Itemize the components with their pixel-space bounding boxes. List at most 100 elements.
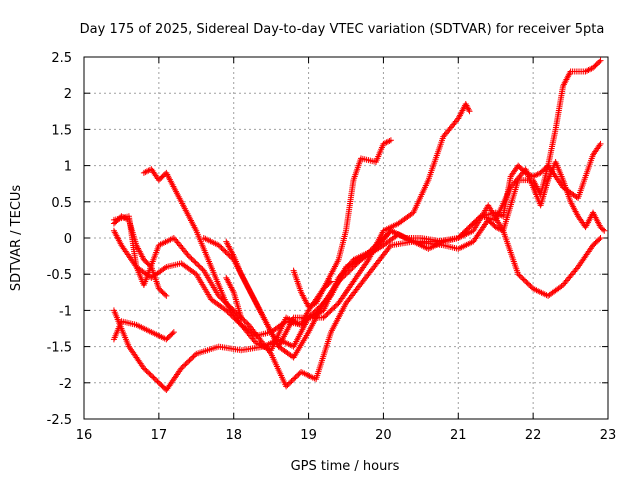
data-point (324, 310, 331, 317)
data-point (305, 303, 312, 310)
data-point (331, 304, 338, 311)
data-point (328, 306, 335, 313)
data-point (144, 369, 151, 376)
data-point (191, 352, 198, 359)
data-point (460, 229, 467, 236)
data-point (531, 172, 538, 179)
data-point (223, 307, 230, 314)
data-point (244, 320, 251, 327)
x-tick-label: 19 (300, 428, 317, 443)
data-point (140, 169, 147, 176)
data-point (225, 302, 232, 309)
data-point (474, 215, 481, 222)
data-point (183, 360, 190, 367)
data-point (169, 330, 176, 337)
data-point (217, 243, 224, 250)
data-point (294, 372, 301, 379)
data-point (467, 222, 474, 229)
data-point (521, 277, 528, 284)
data-point (466, 108, 473, 115)
data-point (192, 259, 199, 266)
data-point (221, 247, 228, 254)
data-point (515, 271, 522, 278)
data-point (458, 232, 465, 239)
data-point (533, 172, 540, 179)
data-point (283, 383, 290, 390)
data-point (227, 311, 234, 318)
data-point (242, 319, 249, 326)
data-point (193, 260, 200, 267)
x-tick-label: 23 (600, 428, 617, 443)
chart-title: Day 175 of 2025, Sidereal Day-to-day VTE… (80, 22, 605, 37)
data-point (465, 105, 472, 112)
data-point (462, 228, 469, 235)
data-point (147, 371, 154, 378)
data-point (187, 254, 194, 261)
ticks: 16 17 18 19 20 21 22 23 -2.5 -2 -1.5 -1 -0.5 0 0.5 1 1.5… (47, 51, 617, 443)
data-point (332, 302, 339, 309)
data-point (217, 294, 224, 301)
series-trace-d (110, 318, 177, 343)
data-point (235, 319, 242, 326)
y-tick-label: -1.5 (47, 341, 72, 356)
data-point (330, 305, 337, 312)
data-point (189, 354, 196, 361)
data-point (380, 140, 387, 147)
data-point (182, 361, 189, 368)
data-point (476, 214, 483, 221)
x-axis-label: GPS time / hours (291, 459, 400, 474)
y-tick-label: 1 (64, 160, 72, 175)
data-point (463, 226, 470, 233)
data-point (326, 279, 333, 286)
data-point (215, 292, 222, 299)
data-point (288, 378, 295, 385)
data-point (517, 273, 524, 280)
data-point (229, 306, 236, 313)
data-point (455, 235, 462, 241)
data-point (181, 362, 188, 369)
data-point (178, 365, 185, 372)
data-point (314, 306, 321, 313)
data-point (325, 309, 332, 316)
x-tick-label: 20 (375, 428, 392, 443)
data-point (315, 304, 322, 311)
data-point (464, 103, 471, 110)
data-point (307, 303, 314, 310)
data-point (162, 291, 169, 298)
data-point (492, 224, 499, 231)
data-point (284, 382, 291, 389)
y-axis-label: SDTVAR / TECUs (9, 185, 24, 292)
data-point (196, 263, 203, 270)
data-point (601, 227, 608, 234)
data-point (381, 140, 388, 147)
data-point (516, 272, 523, 279)
plot-frame (83, 56, 609, 420)
data-point (387, 137, 394, 144)
data-point (534, 171, 541, 178)
data-point (317, 303, 324, 310)
data-point (300, 319, 307, 326)
data-point (285, 380, 292, 387)
data-point (287, 379, 294, 386)
data-point (321, 313, 328, 320)
data-point (327, 308, 334, 315)
data-point (463, 102, 470, 109)
data-point (299, 320, 306, 327)
x-tick-label: 18 (225, 428, 242, 443)
data-point (223, 250, 230, 257)
data-point (519, 275, 526, 282)
data-point (227, 304, 234, 311)
data-point (222, 248, 229, 255)
data-point (234, 317, 241, 324)
data-point (584, 67, 591, 74)
data-point (597, 140, 604, 147)
data-point (223, 300, 230, 307)
data-point (230, 313, 237, 320)
data-point (308, 302, 315, 309)
data-point (473, 217, 480, 224)
data-point (386, 137, 393, 144)
y-tick-label: 1.5 (51, 123, 72, 138)
y-tick-label: -2.5 (47, 413, 72, 428)
data-point (459, 230, 466, 237)
